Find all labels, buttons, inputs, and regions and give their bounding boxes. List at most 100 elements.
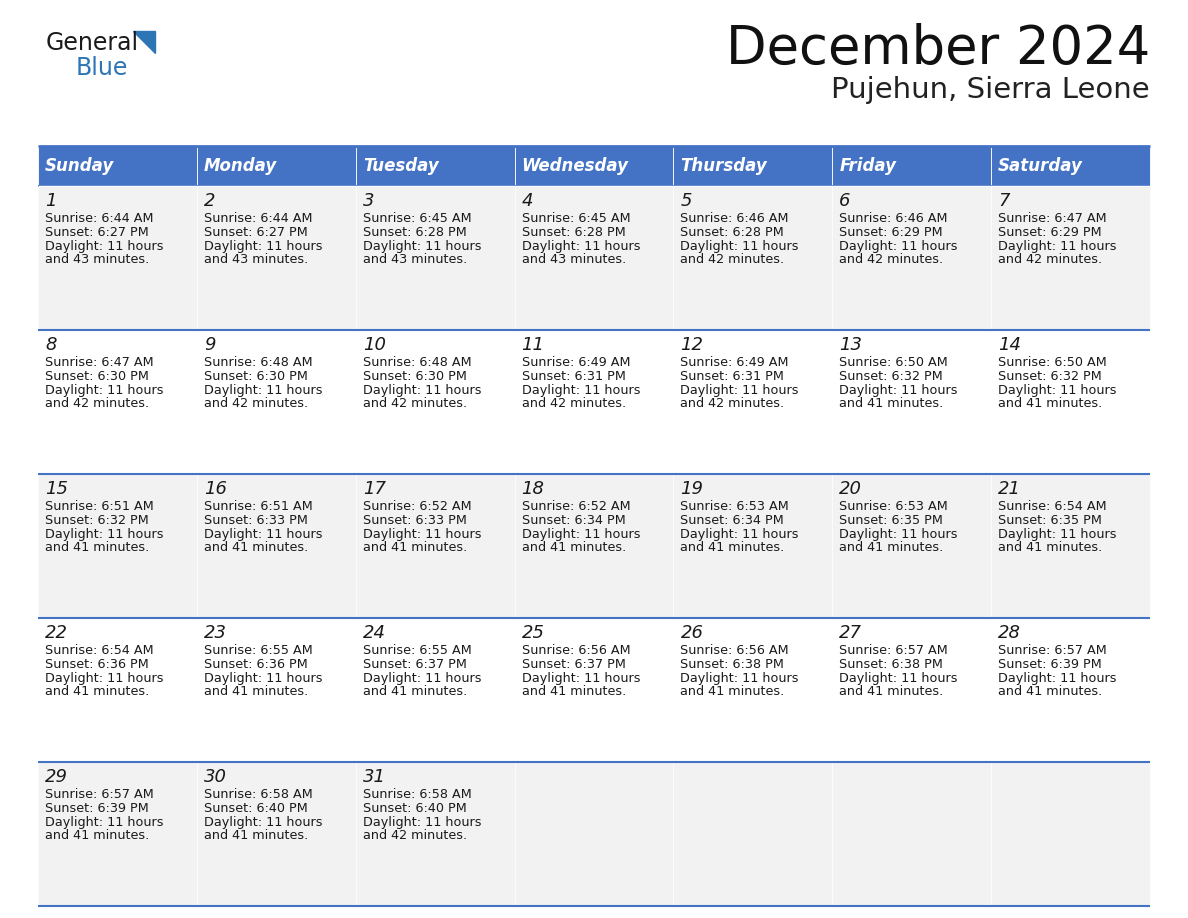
- Text: Sunset: 6:31 PM: Sunset: 6:31 PM: [681, 370, 784, 383]
- Text: and 41 minutes.: and 41 minutes.: [998, 686, 1102, 699]
- Bar: [674, 146, 833, 186]
- Text: Daylight: 11 hours: Daylight: 11 hours: [204, 240, 322, 252]
- Text: Daylight: 11 hours: Daylight: 11 hours: [681, 528, 798, 541]
- Text: Sunrise: 6:56 AM: Sunrise: 6:56 AM: [681, 644, 789, 657]
- Bar: [674, 474, 833, 618]
- Text: Sunset: 6:36 PM: Sunset: 6:36 PM: [45, 658, 148, 671]
- Bar: [38, 146, 197, 186]
- Bar: [991, 618, 1150, 762]
- Text: Sunrise: 6:48 AM: Sunrise: 6:48 AM: [362, 356, 472, 369]
- Text: Sunrise: 6:48 AM: Sunrise: 6:48 AM: [204, 356, 312, 369]
- Text: Daylight: 11 hours: Daylight: 11 hours: [45, 815, 164, 829]
- Text: Sunset: 6:37 PM: Sunset: 6:37 PM: [522, 658, 625, 671]
- Text: Friday: Friday: [839, 157, 896, 175]
- Text: and 41 minutes.: and 41 minutes.: [681, 686, 785, 699]
- Text: and 41 minutes.: and 41 minutes.: [362, 542, 467, 554]
- Text: Sunrise: 6:53 AM: Sunrise: 6:53 AM: [839, 500, 948, 513]
- Text: Sunrise: 6:54 AM: Sunrise: 6:54 AM: [998, 500, 1107, 513]
- Text: 6: 6: [839, 192, 851, 210]
- Text: 17: 17: [362, 480, 386, 498]
- Text: Daylight: 11 hours: Daylight: 11 hours: [45, 528, 164, 541]
- Bar: [833, 618, 991, 762]
- Text: December 2024: December 2024: [726, 23, 1150, 75]
- Bar: [991, 146, 1150, 186]
- Bar: [355, 762, 514, 906]
- Text: and 42 minutes.: and 42 minutes.: [45, 397, 150, 410]
- Text: Sunset: 6:33 PM: Sunset: 6:33 PM: [362, 514, 467, 527]
- Text: 31: 31: [362, 768, 386, 786]
- Text: 15: 15: [45, 480, 68, 498]
- Text: Daylight: 11 hours: Daylight: 11 hours: [45, 384, 164, 397]
- Text: Daylight: 11 hours: Daylight: 11 hours: [839, 528, 958, 541]
- Bar: [197, 474, 355, 618]
- Text: Sunrise: 6:47 AM: Sunrise: 6:47 AM: [45, 356, 153, 369]
- Text: Sunset: 6:27 PM: Sunset: 6:27 PM: [45, 226, 148, 239]
- Text: 4: 4: [522, 192, 533, 210]
- Bar: [197, 618, 355, 762]
- Text: Sunset: 6:39 PM: Sunset: 6:39 PM: [45, 801, 148, 815]
- Text: Daylight: 11 hours: Daylight: 11 hours: [45, 672, 164, 685]
- Text: Sunrise: 6:55 AM: Sunrise: 6:55 AM: [204, 644, 312, 657]
- Text: Sunset: 6:27 PM: Sunset: 6:27 PM: [204, 226, 308, 239]
- Text: Daylight: 11 hours: Daylight: 11 hours: [681, 672, 798, 685]
- Text: Sunset: 6:40 PM: Sunset: 6:40 PM: [362, 801, 467, 815]
- Text: Sunset: 6:30 PM: Sunset: 6:30 PM: [45, 370, 148, 383]
- Text: Sunrise: 6:50 AM: Sunrise: 6:50 AM: [839, 356, 948, 369]
- Text: Sunrise: 6:52 AM: Sunrise: 6:52 AM: [522, 500, 630, 513]
- Text: Sunset: 6:40 PM: Sunset: 6:40 PM: [204, 801, 308, 815]
- Text: Daylight: 11 hours: Daylight: 11 hours: [522, 528, 640, 541]
- Text: Tuesday: Tuesday: [362, 157, 438, 175]
- Text: Daylight: 11 hours: Daylight: 11 hours: [839, 384, 958, 397]
- Text: and 41 minutes.: and 41 minutes.: [522, 542, 626, 554]
- Text: 20: 20: [839, 480, 862, 498]
- Text: Sunset: 6:28 PM: Sunset: 6:28 PM: [522, 226, 625, 239]
- Bar: [991, 474, 1150, 618]
- Text: Sunset: 6:38 PM: Sunset: 6:38 PM: [681, 658, 784, 671]
- Text: Sunset: 6:35 PM: Sunset: 6:35 PM: [839, 514, 943, 527]
- Text: Sunrise: 6:44 AM: Sunrise: 6:44 AM: [45, 212, 153, 225]
- Bar: [38, 186, 197, 330]
- Text: 10: 10: [362, 336, 386, 354]
- Bar: [833, 146, 991, 186]
- Text: Sunrise: 6:46 AM: Sunrise: 6:46 AM: [839, 212, 948, 225]
- Text: 16: 16: [204, 480, 227, 498]
- Text: and 42 minutes.: and 42 minutes.: [204, 397, 308, 410]
- Text: Sunset: 6:32 PM: Sunset: 6:32 PM: [839, 370, 943, 383]
- Text: Sunset: 6:38 PM: Sunset: 6:38 PM: [839, 658, 943, 671]
- Text: Sunrise: 6:57 AM: Sunrise: 6:57 AM: [45, 788, 153, 801]
- Text: Daylight: 11 hours: Daylight: 11 hours: [998, 384, 1117, 397]
- Text: General: General: [46, 31, 139, 55]
- Text: 22: 22: [45, 624, 68, 642]
- Text: and 41 minutes.: and 41 minutes.: [362, 686, 467, 699]
- Text: and 41 minutes.: and 41 minutes.: [45, 829, 150, 843]
- Text: Sunrise: 6:58 AM: Sunrise: 6:58 AM: [362, 788, 472, 801]
- Text: 29: 29: [45, 768, 68, 786]
- Text: 14: 14: [998, 336, 1022, 354]
- Bar: [355, 146, 514, 186]
- Text: and 41 minutes.: and 41 minutes.: [45, 542, 150, 554]
- Bar: [674, 186, 833, 330]
- Text: Wednesday: Wednesday: [522, 157, 628, 175]
- Text: Sunrise: 6:49 AM: Sunrise: 6:49 AM: [522, 356, 630, 369]
- Text: Daylight: 11 hours: Daylight: 11 hours: [362, 672, 481, 685]
- Text: Daylight: 11 hours: Daylight: 11 hours: [204, 815, 322, 829]
- Text: Pujehun, Sierra Leone: Pujehun, Sierra Leone: [832, 76, 1150, 104]
- Text: and 43 minutes.: and 43 minutes.: [204, 253, 308, 266]
- Text: 19: 19: [681, 480, 703, 498]
- Text: Sunset: 6:32 PM: Sunset: 6:32 PM: [998, 370, 1102, 383]
- Text: Sunrise: 6:45 AM: Sunrise: 6:45 AM: [362, 212, 472, 225]
- Text: 2: 2: [204, 192, 215, 210]
- Bar: [514, 330, 674, 474]
- Text: and 41 minutes.: and 41 minutes.: [522, 686, 626, 699]
- Text: 26: 26: [681, 624, 703, 642]
- Text: Daylight: 11 hours: Daylight: 11 hours: [998, 672, 1117, 685]
- Text: Sunrise: 6:44 AM: Sunrise: 6:44 AM: [204, 212, 312, 225]
- Bar: [38, 762, 197, 906]
- Text: Daylight: 11 hours: Daylight: 11 hours: [998, 240, 1117, 252]
- Text: 1: 1: [45, 192, 57, 210]
- Text: Blue: Blue: [76, 56, 128, 80]
- Bar: [197, 762, 355, 906]
- Text: Sunset: 6:34 PM: Sunset: 6:34 PM: [522, 514, 625, 527]
- Text: and 43 minutes.: and 43 minutes.: [45, 253, 150, 266]
- Text: Daylight: 11 hours: Daylight: 11 hours: [362, 240, 481, 252]
